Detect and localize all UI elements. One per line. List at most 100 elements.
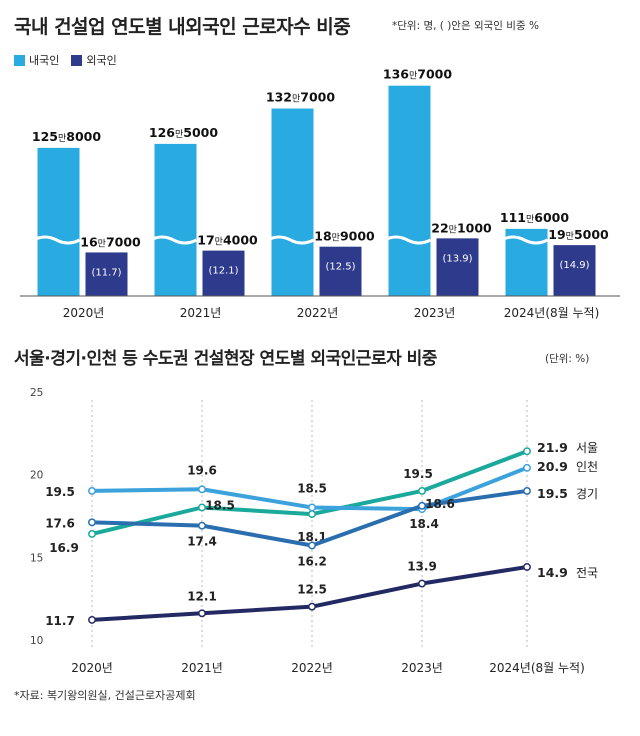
y-tick-label: 25 [30,387,43,399]
data-label: 18.4 [409,517,439,531]
legend-item-domestic: 내국인 [14,52,59,68]
bar-label-number: 126 [149,125,175,140]
data-label: 19.6 [187,463,217,477]
data-label: 12.1 [187,589,217,603]
bar-label-domestic: 136만7000 [383,67,452,82]
bar-label-unit: 만 [409,71,417,82]
bar-label-unit: 만 [175,129,183,140]
bar-label-number: 5000 [574,227,609,242]
axis-break-mark [383,235,432,245]
bar-label-number: 22 [431,220,448,235]
bar-chart-title: 국내 건설업 연도별 내외국인 근로자수 비중 [14,16,351,38]
data-label: 18.5 [205,498,235,512]
data-label: 13.9 [407,560,437,574]
x-tick-label: 2024년(8월 누적) [489,661,585,675]
line-chart: 10 15 20 25 2020년 2021년 2022년 2023년 2024년(8월 누적)… [30,387,598,675]
data-point [198,609,206,618]
data-point [418,579,426,588]
bar-label-number: 125 [32,129,58,144]
bar-label-unit: 만 [292,94,300,105]
bar-domestic [388,85,431,296]
bar-label-foreign: 22만1000 [431,220,492,235]
bar-label-number: 9000 [340,229,375,244]
axis-break-mark [500,235,549,245]
end-value-label: 14.9 [537,565,568,580]
data-point [308,503,316,512]
bar-label-unit: 만 [332,233,340,244]
data-label: 18.6 [425,497,455,511]
data-point [418,501,426,510]
bar-label-number: 7000 [300,90,335,105]
x-tick-label: 2023년 [401,661,443,675]
x-tick-label: 2024년(8월 누적) [504,306,600,320]
data-point [88,486,96,495]
data-point [88,615,96,624]
bar-label-number: 16 [80,234,98,249]
legend-swatch-domestic [14,54,25,66]
series-name-label: 서울 [576,441,598,455]
x-tick-label: 2020년 [71,661,113,675]
data-point [523,447,531,456]
y-tick-label: 20 [30,470,43,482]
bar-label-domestic: 126만5000 [149,125,218,140]
series-name-label: 인천 [576,459,598,474]
bar-label-number: 5000 [183,125,218,140]
bar-foreign [202,250,245,296]
data-label: 18.1 [297,530,327,544]
bar-label-number: 7000 [417,67,452,82]
bar-label-unit: 만 [449,224,457,235]
x-tick-label: 2020년 [63,306,105,320]
data-label: 18.5 [297,481,327,495]
bar-label-number: 18 [314,229,331,244]
bar-label-foreign: 17만4000 [197,233,258,248]
data-point [88,529,96,538]
x-tick-label: 2023년 [414,306,456,320]
data-point [308,510,316,519]
bar-domestic [37,147,80,296]
line-chart-unit-note: (단위: %) [545,353,590,365]
bar-foreign [553,245,596,296]
bar-label-unit: 만 [98,238,106,249]
bar-label-number: 4000 [223,233,258,248]
data-point [523,563,531,571]
data-label: 16.2 [297,554,327,568]
x-tick-label: 2022년 [291,661,333,675]
bar-label-number: 8000 [66,129,101,144]
data-point [198,503,206,512]
data-point [308,602,316,611]
data-point [88,518,96,527]
x-tick-label: 2022년 [297,306,339,320]
data-label: 17.6 [45,516,75,530]
data-label: 12.5 [297,583,327,597]
bar-label-unit: 만 [526,214,534,225]
series-name-label: 전국 [576,566,598,580]
legend-label-domestic: 내국인 [29,54,60,67]
bar-label-number: 19 [548,227,565,242]
bar-label-number: 1000 [457,220,492,235]
end-value-label: 20.9 [537,459,568,474]
bar-label-domestic: 111만6000 [500,210,569,225]
bar-label-number: 6000 [534,210,569,225]
bar-domestic [154,143,197,296]
data-label: 16.9 [49,541,79,555]
end-value-label: 19.5 [537,486,568,501]
bar-label-domestic: 125만8000 [32,129,101,144]
data-label: 19.5 [403,467,433,481]
bar-share-label: (12.1) [208,266,238,277]
y-tick-label: 15 [30,552,43,564]
bar-label-foreign: 18만9000 [314,229,375,244]
legend-item-foreign: 외국인 [71,52,117,68]
bar-domestic [505,228,548,296]
bar-label-number: 136 [383,67,409,82]
bar-label-foreign: 19만5000 [548,227,609,242]
bar-label-unit: 만 [215,237,223,248]
axis-break-mark [149,235,198,245]
data-point [523,486,531,495]
bar-foreign [85,252,128,296]
bar-label-number: 132 [266,90,292,105]
bar-label-domestic: 132만7000 [266,90,335,105]
legend-label-foreign: 외국인 [86,54,117,67]
end-value-label: 21.9 [537,440,568,455]
source-note: *자료: 복기왕의원실, 건설근로자공제회 [14,689,196,702]
bar-label-number: 111 [500,210,526,225]
